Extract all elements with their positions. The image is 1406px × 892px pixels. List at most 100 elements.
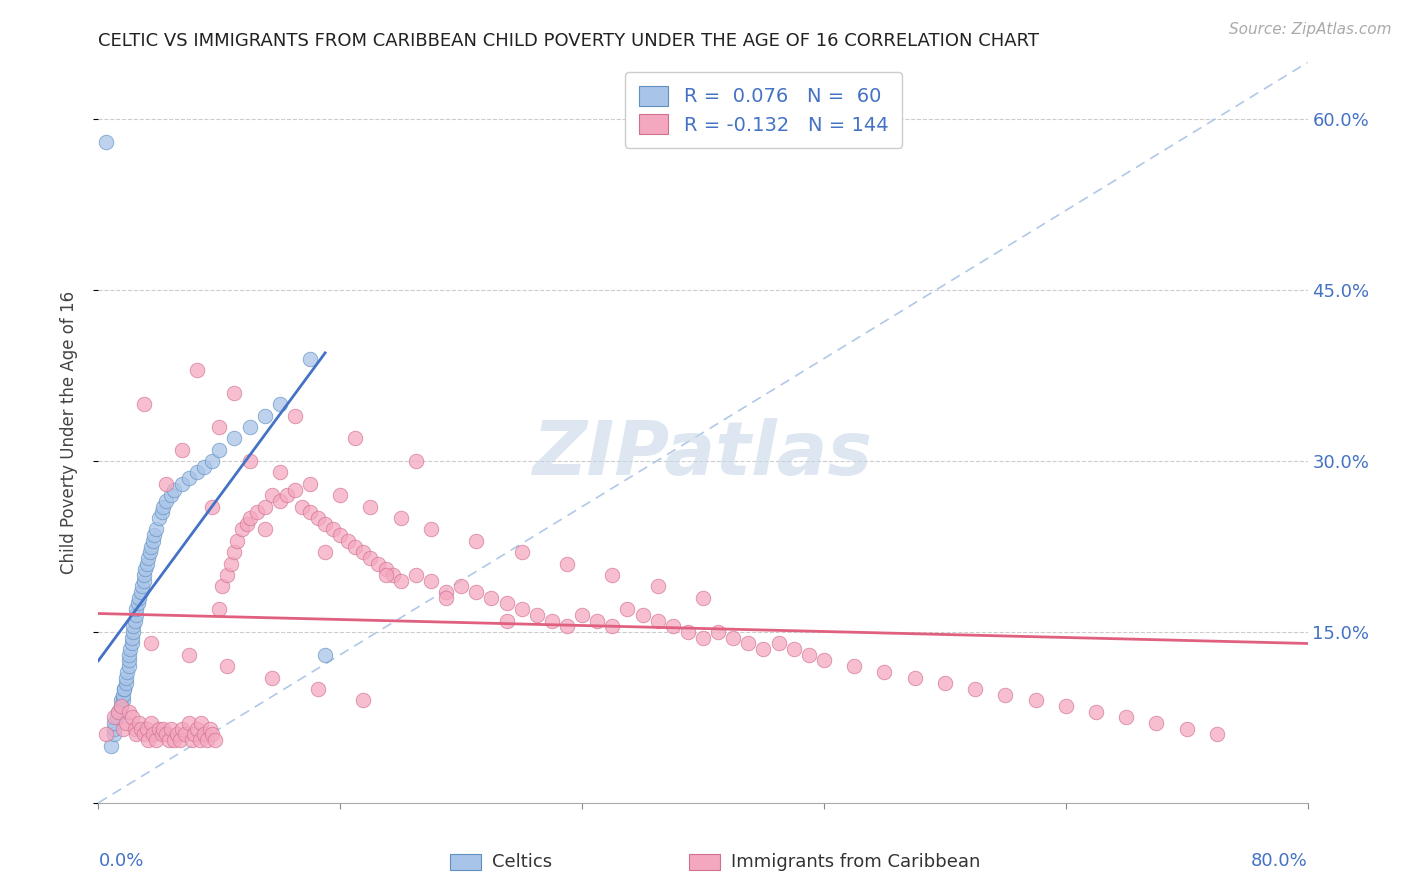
Point — [405, 568, 427, 582]
Point — [374, 562, 396, 576]
Point — [284, 483, 307, 497]
Point — [813, 653, 835, 667]
Point — [269, 494, 291, 508]
Point — [307, 511, 329, 525]
Point — [120, 642, 142, 657]
Point — [103, 727, 125, 741]
Point — [103, 710, 125, 724]
Point — [107, 705, 129, 719]
Point — [141, 636, 163, 650]
Point — [934, 676, 956, 690]
Point — [166, 727, 188, 741]
Point — [195, 733, 218, 747]
Point — [121, 631, 143, 645]
Point — [186, 722, 208, 736]
Point — [262, 488, 284, 502]
Point — [179, 648, 201, 662]
Point — [299, 505, 322, 519]
Point — [112, 681, 135, 696]
Point — [1085, 705, 1108, 719]
Point — [253, 500, 276, 514]
Point — [124, 614, 146, 628]
Point — [707, 624, 730, 639]
Point — [723, 631, 745, 645]
Point — [141, 540, 163, 554]
Point — [128, 591, 150, 605]
Point — [110, 698, 132, 713]
Point — [159, 733, 181, 747]
Point — [510, 602, 533, 616]
Point — [676, 624, 699, 639]
Point — [555, 619, 578, 633]
Point — [108, 705, 131, 719]
Point — [1144, 716, 1167, 731]
Point — [1024, 693, 1046, 707]
Point — [181, 733, 204, 747]
Point — [344, 540, 367, 554]
Point — [284, 409, 307, 423]
Point — [276, 488, 298, 502]
Point — [994, 688, 1017, 702]
Point — [134, 562, 156, 576]
Point — [155, 476, 177, 491]
Point — [129, 722, 152, 736]
Point — [314, 545, 336, 559]
Point — [150, 727, 173, 741]
Point — [128, 716, 150, 731]
Point — [125, 607, 148, 622]
Point — [100, 739, 122, 753]
Point — [389, 574, 412, 588]
Point — [1175, 722, 1198, 736]
Point — [94, 727, 117, 741]
Text: Celtics: Celtics — [492, 853, 553, 871]
Point — [152, 722, 174, 736]
Point — [224, 545, 246, 559]
Point — [526, 607, 548, 622]
Point — [344, 431, 367, 445]
Point — [155, 727, 177, 741]
Point — [450, 579, 472, 593]
Point — [314, 648, 336, 662]
Point — [465, 533, 488, 548]
Point — [118, 648, 141, 662]
Point — [239, 420, 262, 434]
Point — [170, 442, 193, 457]
Point — [112, 681, 135, 696]
Point — [111, 722, 134, 736]
Point — [602, 568, 624, 582]
Point — [904, 671, 927, 685]
Text: ZIPatlas: ZIPatlas — [533, 418, 873, 491]
Point — [135, 557, 157, 571]
Point — [103, 716, 125, 731]
Point — [110, 693, 132, 707]
Point — [1115, 710, 1137, 724]
Point — [193, 727, 215, 741]
Point — [221, 557, 243, 571]
Point — [1054, 698, 1077, 713]
Legend: R =  0.076   N =  60, R = -0.132   N = 144: R = 0.076 N = 60, R = -0.132 N = 144 — [626, 72, 901, 148]
Point — [201, 727, 224, 741]
Point — [405, 454, 427, 468]
Point — [135, 722, 157, 736]
Point — [465, 585, 488, 599]
Point — [420, 574, 443, 588]
Point — [148, 511, 170, 525]
Point — [193, 459, 215, 474]
Point — [965, 681, 987, 696]
Point — [360, 500, 382, 514]
Point — [148, 722, 170, 736]
Point — [239, 454, 262, 468]
Point — [208, 602, 231, 616]
Point — [360, 550, 382, 565]
Point — [107, 705, 129, 719]
Point — [183, 727, 205, 741]
Point — [190, 716, 212, 731]
Point — [307, 681, 329, 696]
Point — [132, 568, 155, 582]
Point — [269, 466, 291, 480]
Point — [329, 488, 352, 502]
Point — [314, 516, 336, 531]
Point — [122, 619, 145, 633]
Point — [873, 665, 896, 679]
Point — [783, 642, 806, 657]
